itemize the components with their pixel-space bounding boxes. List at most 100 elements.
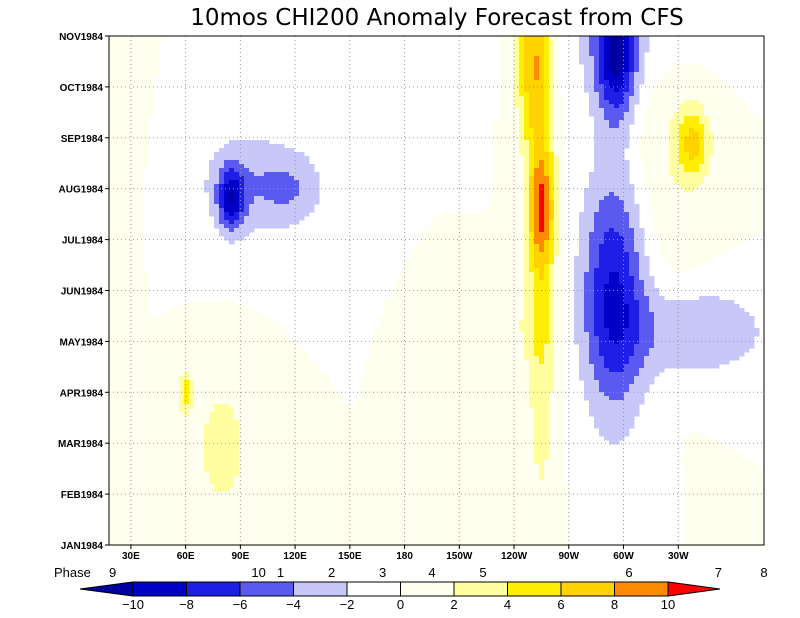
- field-cell: [689, 112, 695, 117]
- field-cell: [254, 168, 260, 173]
- field-cell: [269, 148, 275, 153]
- field-cell: [499, 152, 505, 157]
- field-cell: [629, 244, 635, 249]
- field-cell: [144, 164, 150, 169]
- field-cell: [224, 328, 230, 333]
- field-cell: [589, 52, 595, 57]
- field-cell: [394, 280, 400, 285]
- field-cell: [719, 236, 725, 241]
- field-cell: [609, 200, 615, 205]
- field-cell: [239, 172, 245, 177]
- field-cell: [739, 104, 745, 109]
- field-cell: [584, 264, 590, 269]
- field-cell: [154, 68, 160, 73]
- field-cell: [234, 172, 240, 177]
- field-cell: [579, 268, 585, 273]
- field-cell: [689, 328, 695, 333]
- field-cell: [114, 96, 120, 101]
- field-cell: [454, 240, 460, 245]
- field-cell: [419, 320, 425, 325]
- field-cell: [284, 220, 290, 225]
- field-cell: [724, 148, 730, 153]
- field-cell: [244, 192, 250, 197]
- field-cell: [449, 324, 455, 329]
- field-cell: [409, 312, 415, 317]
- field-cell: [204, 328, 210, 333]
- field-cell: [139, 220, 145, 225]
- field-cell: [109, 160, 115, 165]
- field-cell: [594, 140, 600, 145]
- field-cell: [614, 52, 620, 57]
- field-cell: [424, 324, 430, 329]
- field-cell: [464, 304, 470, 309]
- field-cell: [529, 184, 535, 189]
- field-cell: [199, 316, 205, 321]
- field-cell: [754, 232, 760, 237]
- field-cell: [499, 180, 505, 185]
- field-cell: [149, 324, 155, 329]
- field-cell: [124, 276, 130, 281]
- field-cell: [289, 148, 295, 153]
- field-cell: [424, 232, 430, 237]
- field-cell: [749, 152, 755, 157]
- field-cell: [529, 100, 535, 105]
- field-cell: [604, 304, 610, 309]
- field-cell: [269, 168, 275, 173]
- field-cell: [684, 168, 690, 173]
- field-cell: [734, 308, 740, 313]
- field-cell: [729, 136, 735, 141]
- field-cell: [539, 292, 545, 297]
- field-cell: [479, 296, 485, 301]
- field-cell: [739, 240, 745, 245]
- field-cell: [504, 284, 510, 289]
- field-cell: [114, 216, 120, 221]
- field-cell: [529, 336, 535, 341]
- field-cell: [519, 336, 525, 341]
- field-cell: [539, 40, 545, 45]
- field-cell: [144, 336, 150, 341]
- field-cell: [539, 144, 545, 149]
- field-cell: [744, 208, 750, 213]
- field-cell: [284, 172, 290, 177]
- field-cell: [144, 272, 150, 277]
- field-cell: [709, 76, 715, 81]
- field-cell: [444, 212, 450, 217]
- field-cell: [554, 184, 560, 189]
- field-cell: [699, 336, 705, 341]
- field-cell: [254, 160, 260, 165]
- field-cell: [454, 280, 460, 285]
- field-cell: [504, 132, 510, 137]
- field-cell: [699, 200, 705, 205]
- field-cell: [639, 48, 645, 53]
- field-cell: [179, 324, 185, 329]
- field-cell: [624, 224, 630, 229]
- field-cell: [604, 156, 610, 161]
- field-cell: [584, 240, 590, 245]
- field-cell: [739, 156, 745, 161]
- field-cell: [704, 236, 710, 241]
- field-cell: [659, 328, 665, 333]
- field-cell: [559, 280, 565, 285]
- field-cell: [309, 180, 315, 185]
- field-cell: [599, 92, 605, 97]
- field-cell: [664, 324, 670, 329]
- field-cell: [554, 336, 560, 341]
- field-cell: [709, 308, 715, 313]
- field-cell: [414, 296, 420, 301]
- field-cell: [584, 80, 590, 85]
- field-cell: [289, 188, 295, 193]
- field-cell: [689, 124, 695, 129]
- field-cell: [589, 60, 595, 65]
- field-cell: [659, 312, 665, 317]
- field-cell: [589, 308, 595, 313]
- field-cell: [499, 120, 505, 125]
- field-cell: [544, 264, 550, 269]
- field-cell: [109, 92, 115, 97]
- field-cell: [714, 140, 720, 145]
- field-cell: [704, 204, 710, 209]
- field-cell: [439, 324, 445, 329]
- field-cell: [599, 152, 605, 157]
- field-cell: [609, 184, 615, 189]
- field-cell: [524, 256, 530, 261]
- field-cell: [134, 212, 140, 217]
